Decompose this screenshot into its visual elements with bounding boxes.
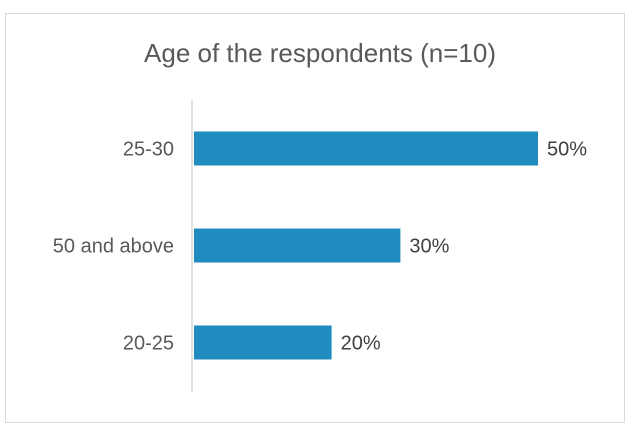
- value-label: 50%: [547, 139, 587, 161]
- chart-title: Age of the respondents (n=10): [144, 38, 496, 68]
- category-label: 20-25: [123, 333, 174, 355]
- bar-50-and-above: [194, 228, 401, 263]
- value-label: 20%: [341, 333, 381, 355]
- bar-20-25: [194, 325, 332, 360]
- category-label: 25-30: [123, 139, 174, 161]
- bar-25-30: [194, 131, 538, 166]
- value-label: 30%: [409, 236, 449, 258]
- bar-chart-plot: 25-30 50% 50 and above 30% 20-25 20%: [53, 100, 587, 392]
- bars-group: 25-30 50% 50 and above 30% 20-25 20%: [53, 131, 587, 360]
- category-label: 50 and above: [53, 236, 174, 258]
